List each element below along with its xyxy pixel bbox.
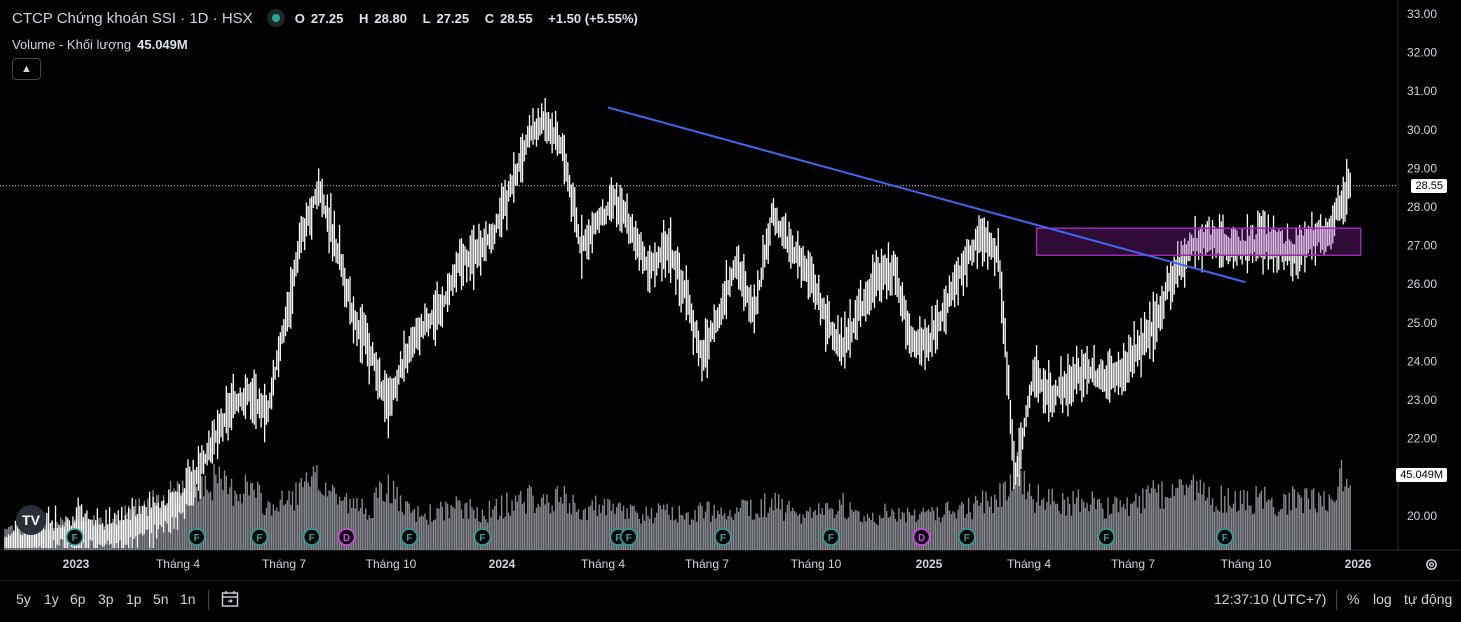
time-axis-label: Tháng 10	[366, 557, 417, 571]
high-value: 28.80	[374, 10, 407, 26]
price-chart[interactable]: 33.00 32.00 31.00 30.00 29.00 28.00 27.00 26.00…	[0, 0, 1461, 580]
earnings-marker	[958, 528, 976, 546]
earnings-marker-label: F	[1103, 533, 1109, 544]
volume-label: Volume - Khối lượng	[12, 37, 132, 52]
time-axis-label: Tháng 10	[1221, 557, 1272, 571]
range-5n[interactable]: 5n	[153, 591, 169, 607]
earnings-marker	[302, 528, 321, 546]
range-6p[interactable]: 6p	[70, 591, 86, 607]
bottom-toolbar: 5y 1y 6p 3p 1p 5n 1n 12:37:10 (UTC+7) % …	[0, 580, 1461, 622]
time-axis-label: Tháng 7	[262, 557, 306, 571]
price-axis-label: 28.00	[1407, 200, 1437, 214]
symbol-legend: CTCP Chứng khoán SSI · 1D · HSX O 27.25 H…	[12, 9, 644, 27]
earnings-marker	[1215, 528, 1234, 546]
open-value: 27.25	[310, 10, 344, 26]
time-axis-label: 2023	[63, 557, 90, 571]
price-axis-label: 23.00	[1407, 393, 1437, 407]
close-value: 28.55	[500, 10, 533, 26]
earnings-marker-label: F	[256, 533, 262, 544]
dividend-marker	[912, 528, 931, 546]
low-value: 27.25	[436, 10, 470, 26]
price-axis-label: 24.00	[1407, 354, 1437, 368]
earnings-marker-label: F	[626, 533, 632, 544]
volume-tag: 45.049M	[1396, 468, 1447, 482]
dividend-marker-label: D	[343, 533, 350, 544]
price-axis-label: 33.00	[1407, 7, 1437, 21]
symbol-title[interactable]: CTCP Chứng khoán SSI · 1D · HSX	[12, 9, 253, 27]
price-axis-label: 31.00	[1407, 84, 1437, 98]
time-axis-label: 2025	[916, 557, 943, 571]
price-axis-label: 32.00	[1407, 46, 1437, 60]
earnings-marker	[620, 528, 638, 546]
price-axis-label: 25.00	[1407, 316, 1437, 330]
change-value: +1.50 (+5.55%)	[548, 10, 638, 26]
earnings-marker	[1097, 528, 1116, 546]
time-axis-label: Tháng 4	[156, 557, 200, 571]
volume-value: 45.049M	[137, 37, 188, 52]
earnings-marker	[250, 528, 269, 546]
resistance-zone	[1035, 227, 1362, 256]
last-price-tag: 28.55	[1411, 178, 1447, 193]
price-axis-label: 20.00	[1407, 509, 1437, 523]
time-axis-label: 2026	[1345, 557, 1372, 571]
earnings-marker	[473, 528, 492, 546]
time-axis-label: Tháng 7	[685, 557, 729, 571]
trendline	[607, 106, 1246, 284]
range-1p[interactable]: 1p	[126, 591, 142, 607]
time-axis-label: Tháng 4	[1007, 557, 1051, 571]
earnings-marker-label: F	[72, 533, 78, 544]
ohlc-values: O 27.25 H 28.80 L 27.25 C 28.55 +1.50 (+5.55…	[294, 10, 638, 26]
earnings-marker-label: F	[1222, 533, 1228, 544]
range-5y[interactable]: 5y	[16, 591, 31, 607]
collapse-legend-button[interactable]: ▲	[12, 58, 41, 80]
earnings-marker	[187, 528, 206, 546]
range-1y[interactable]: 1y	[44, 591, 59, 607]
calendar-icon[interactable]	[221, 590, 239, 608]
time-axis-label: 2024	[489, 557, 516, 571]
auto-scale-toggle[interactable]: tự động	[1404, 591, 1453, 607]
tradingview-logo[interactable]: TV	[16, 505, 46, 535]
earnings-marker	[400, 528, 419, 546]
time-axis-label: Tháng 10	[791, 557, 842, 571]
earnings-marker-label: F	[720, 533, 726, 544]
gear-icon[interactable]	[1424, 557, 1439, 572]
chart-area[interactable]: 33.00 32.00 31.00 30.00 29.00 28.00 27.00 26.00…	[0, 0, 1461, 580]
price-axis-label: 29.00	[1407, 161, 1437, 175]
clock-timezone[interactable]: 12:37:10 (UTC+7)	[1214, 591, 1327, 607]
price-axis-label: 26.00	[1407, 277, 1437, 291]
market-status-icon[interactable]	[266, 9, 285, 27]
earnings-marker	[822, 528, 840, 546]
earnings-marker-label: F	[406, 533, 412, 544]
volume-legend: Volume - Khối lượng 45.049M	[12, 37, 188, 52]
time-axis-label: Tháng 7	[1111, 557, 1155, 571]
earnings-marker-label: F	[964, 533, 970, 544]
toolbar-divider	[208, 590, 209, 610]
log-toggle[interactable]: log	[1373, 591, 1392, 607]
earnings-marker-label: F	[828, 533, 834, 544]
range-1n[interactable]: 1n	[180, 591, 196, 607]
earnings-marker	[65, 528, 84, 546]
toolbar-divider	[1336, 590, 1337, 610]
earnings-marker-label: F	[194, 533, 200, 544]
chevron-up-icon: ▲	[21, 63, 32, 75]
range-3p[interactable]: 3p	[98, 591, 114, 607]
earnings-marker	[714, 528, 732, 546]
earnings-marker-label: F	[479, 533, 485, 544]
price-axis-label: 27.00	[1407, 239, 1437, 253]
dividend-marker	[337, 528, 356, 546]
time-axis-label: Tháng 4	[581, 557, 625, 571]
dividend-marker-label: D	[918, 533, 925, 544]
earnings-marker-label: F	[309, 533, 315, 544]
percent-toggle[interactable]: %	[1347, 591, 1360, 607]
earnings-marker-label: F	[615, 533, 621, 544]
price-axis-label: 30.00	[1407, 123, 1437, 137]
price-axis-label: 22.00	[1407, 432, 1437, 446]
